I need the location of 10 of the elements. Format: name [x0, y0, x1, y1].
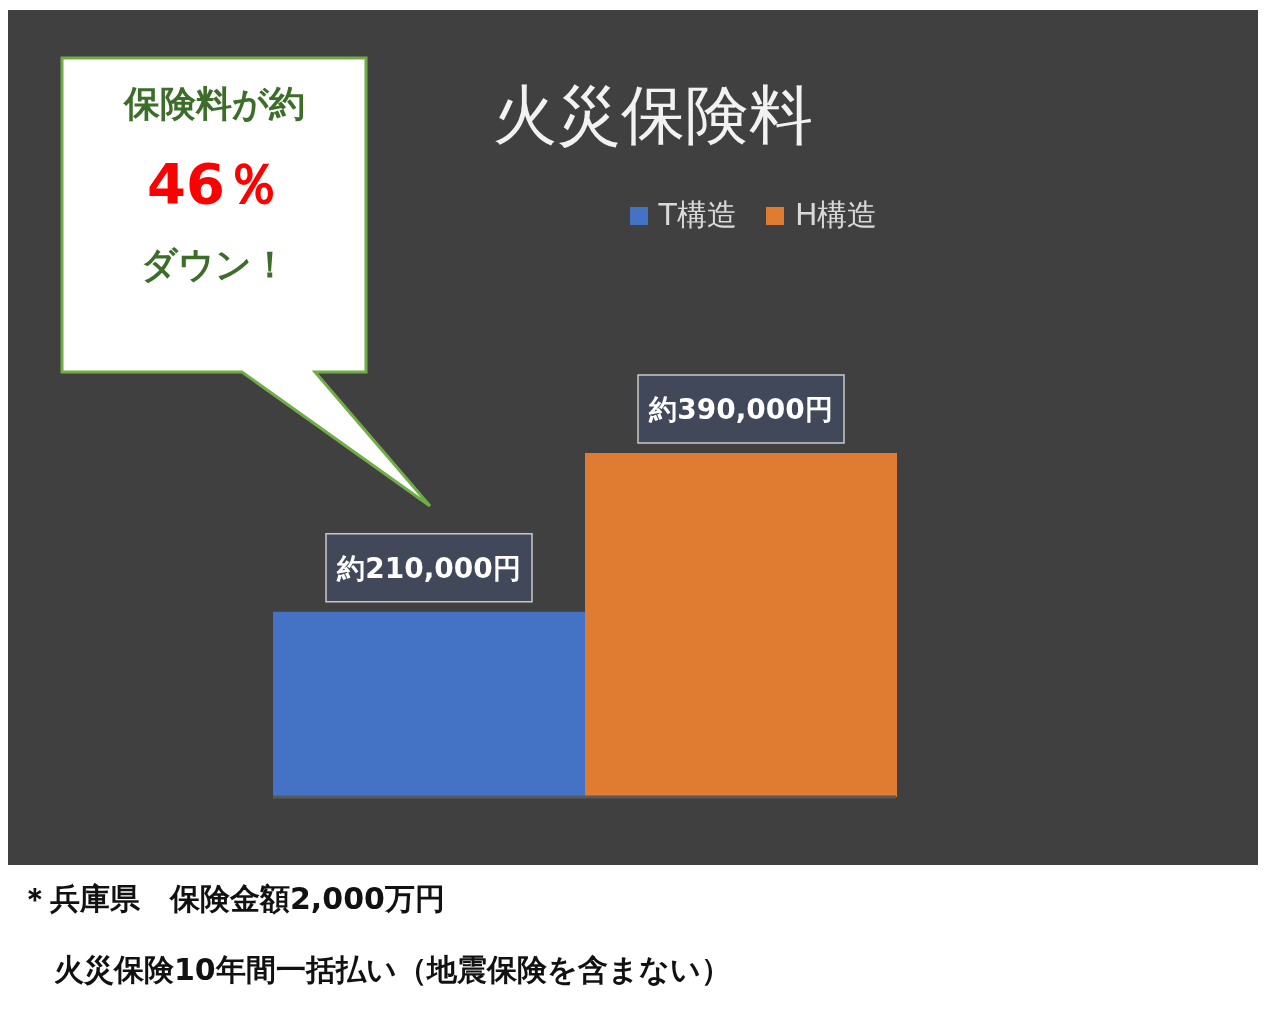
legend-label: T構造 — [658, 196, 737, 234]
legend-label: H構造 — [794, 196, 878, 234]
data-label: 約210,000円 — [336, 551, 521, 585]
text: 46％ — [146, 150, 282, 218]
data-label: 約390,000円 — [648, 393, 833, 426]
text: ＊兵庫県 保険金額2,000万円 — [20, 880, 446, 918]
text: 保険料が約 — [122, 82, 306, 126]
text: ダウン！ — [139, 243, 289, 287]
text: 火災保険10年間一括払い（地震保険を含まない） — [54, 951, 732, 989]
chart-title: 火災保険料 — [493, 78, 813, 152]
